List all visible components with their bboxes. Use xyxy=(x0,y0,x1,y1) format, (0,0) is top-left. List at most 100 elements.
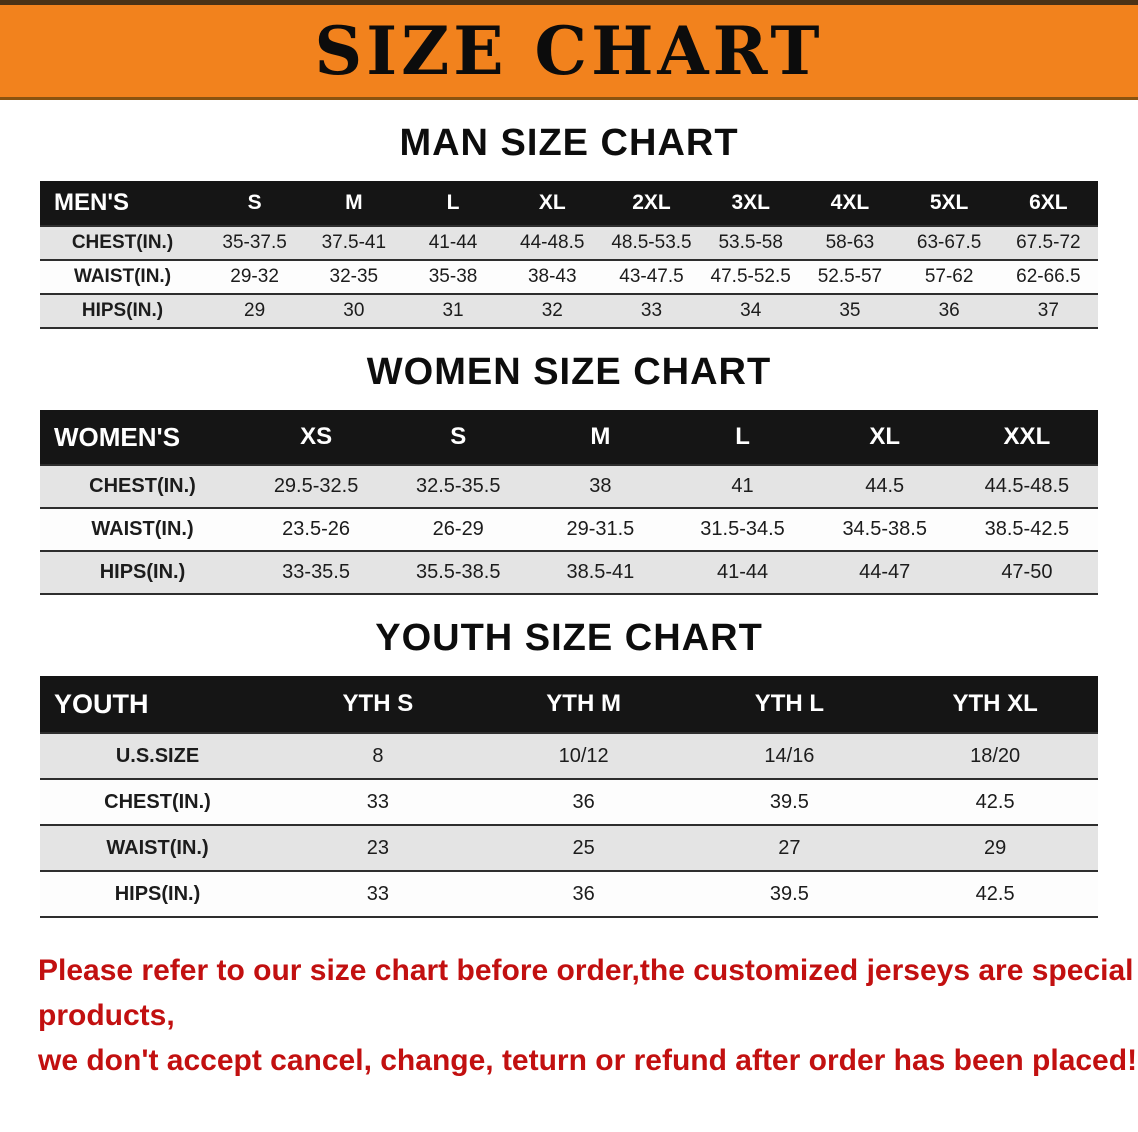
size-value: 63-67.5 xyxy=(916,232,982,253)
size-value: 31.5-34.5 xyxy=(700,518,785,540)
size-value: 35.5-38.5 xyxy=(415,561,501,583)
size-value: 31 xyxy=(442,300,464,321)
size-column-header: YTH S xyxy=(275,676,481,733)
size-value: 32.5-35.5 xyxy=(415,475,501,497)
size-column-header: XS xyxy=(245,410,388,465)
size-value: 42.5 xyxy=(975,790,1015,813)
table-corner-label: MEN'S xyxy=(40,181,205,226)
size-value: 47-50 xyxy=(1001,561,1053,583)
size-value: 8 xyxy=(372,744,384,767)
youth-section-title: YOUTH SIZE CHART xyxy=(375,617,763,659)
size-value: 41 xyxy=(731,475,754,497)
size-value: 36 xyxy=(572,882,595,905)
size-value: 30 xyxy=(343,300,365,321)
row-label: HIPS(IN.) xyxy=(114,882,201,905)
size-value: 39.5 xyxy=(769,790,809,813)
size-column-header: 6XL xyxy=(998,181,1098,226)
row-label: WAIST(IN.) xyxy=(91,518,194,540)
size-value: 26-29 xyxy=(432,518,484,540)
table-row: CHEST(IN.) 29.5-32.5 32.5-35.5 38 41 44.5 44.5… xyxy=(40,465,1098,508)
size-value: 41-44 xyxy=(428,232,478,253)
size-value: 38 xyxy=(589,475,612,497)
size-value: 29-32 xyxy=(230,266,279,287)
row-label: HIPS(IN.) xyxy=(99,561,186,583)
size-column-header: YTH XL xyxy=(892,676,1098,733)
size-value: 38-43 xyxy=(527,266,577,287)
size-column-header: XL xyxy=(813,410,956,465)
row-label: CHEST(IN.) xyxy=(104,790,211,813)
size-column-header: 5XL xyxy=(899,181,999,226)
size-value: 67.5-72 xyxy=(1016,232,1081,253)
banner: SIZE CHART xyxy=(0,0,1138,100)
size-value: 36 xyxy=(938,300,960,321)
size-value: 39.5 xyxy=(769,882,809,905)
size-value: 23 xyxy=(366,836,389,859)
row-label: WAIST(IN.) xyxy=(73,266,172,287)
size-value: 32 xyxy=(541,300,563,321)
size-value: 42.5 xyxy=(975,882,1015,905)
size-value: 29 xyxy=(244,300,266,321)
size-value: 48.5-53.5 xyxy=(611,232,692,253)
row-label: CHEST(IN.) xyxy=(89,475,196,497)
size-value: 29 xyxy=(984,836,1007,859)
size-column-header: XXL xyxy=(955,410,1098,465)
size-value: 32-35 xyxy=(329,266,379,287)
page-title: SIZE CHART xyxy=(314,12,824,90)
size-value: 33 xyxy=(640,300,663,321)
youth-size-section: YOUTH SIZE CHART YOUTH YTH S YTH M YTH L YTH… xyxy=(0,617,1138,918)
men-size-table: MEN'S S M L XL 2XL 3XL 4XL 5XL 6XL CHEST(IN.) 35-37… xyxy=(40,181,1098,329)
row-label: CHEST(IN.) xyxy=(71,232,174,253)
size-column-header: M xyxy=(304,181,404,226)
size-value: 27 xyxy=(778,836,801,859)
size-value: 35-37.5 xyxy=(222,232,287,253)
row-label: U.S.SIZE xyxy=(115,744,200,767)
row-label: HIPS(IN.) xyxy=(81,300,164,321)
size-value: 25 xyxy=(572,836,595,859)
size-value: 18/20 xyxy=(970,744,1021,767)
size-value: 33 xyxy=(366,882,389,905)
table-row: HIPS(IN.) 33 36 39.5 42.5 xyxy=(40,871,1098,917)
size-column-header: L xyxy=(671,410,814,465)
size-column-header: 2XL xyxy=(601,181,702,226)
size-value: 47.5-52.5 xyxy=(710,266,791,287)
youth-size-table: YOUTH YTH S YTH M YTH L YTH XL U.S.SIZE 8 10/12… xyxy=(40,676,1098,918)
women-section-title: WOMEN SIZE CHART xyxy=(366,351,772,393)
header-row: WOMEN'S XS S M L XL XXL xyxy=(40,410,1098,465)
size-column-header: M xyxy=(529,410,672,465)
size-value: 44.5 xyxy=(865,475,905,497)
men-size-section: MAN SIZE CHART MEN'S S M L XL 2XL 3XL 4XL 5XL 6XL… xyxy=(0,122,1138,329)
table-row: WAIST(IN.) 29-32 32-35 35-38 38-43 43-47.5 47.… xyxy=(40,260,1098,294)
size-value: 57-62 xyxy=(924,266,974,287)
size-value: 29.5-32.5 xyxy=(273,475,359,497)
footer-note-line-2: we don't accept cancel, change, teturn o… xyxy=(38,1044,1138,1077)
size-column-header: L xyxy=(403,181,503,226)
size-value: 37 xyxy=(1037,300,1059,321)
women-size-section: WOMEN SIZE CHART WOMEN'S XS S M L XL XXL CHEST(… xyxy=(0,351,1138,595)
size-value: 33 xyxy=(366,790,389,813)
size-column-header: 4XL xyxy=(800,181,900,226)
table-row: CHEST(IN.) 35-37.5 37.5-41 41-44 44-48.5 48.5… xyxy=(40,226,1098,260)
size-column-header: XL xyxy=(502,181,602,226)
table-row: CHEST(IN.) 33 36 39.5 42.5 xyxy=(40,779,1098,825)
table-row: U.S.SIZE 8 10/12 14/16 18/20 xyxy=(40,733,1098,779)
header-row: MEN'S S M L XL 2XL 3XL 4XL 5XL 6XL xyxy=(40,181,1098,226)
men-section-title: MAN SIZE CHART xyxy=(399,122,739,164)
footer-note-line-1: Please refer to our size chart before or… xyxy=(38,954,1134,1032)
size-value: 35 xyxy=(839,300,861,321)
size-value: 43-47.5 xyxy=(619,266,684,287)
row-label: WAIST(IN.) xyxy=(106,836,209,859)
size-value: 14/16 xyxy=(764,744,815,767)
size-column-header: S xyxy=(205,181,305,226)
table-corner-label: YOUTH xyxy=(40,676,275,733)
table-corner-label: WOMEN'S xyxy=(40,410,245,465)
table-row: HIPS(IN.) 29 30 31 32 33 34 35 36 37 xyxy=(40,294,1098,328)
size-value: 29-31.5 xyxy=(566,518,635,540)
size-value: 38.5-41 xyxy=(566,561,635,583)
table-row: WAIST(IN.) 23 25 27 29 xyxy=(40,825,1098,871)
size-value: 44-48.5 xyxy=(520,232,585,253)
size-value: 41-44 xyxy=(716,561,769,583)
size-value: 52.5-57 xyxy=(817,266,883,287)
size-value: 34 xyxy=(740,300,762,321)
size-column-header: S xyxy=(387,410,530,465)
size-column-header: 3XL xyxy=(701,181,801,226)
